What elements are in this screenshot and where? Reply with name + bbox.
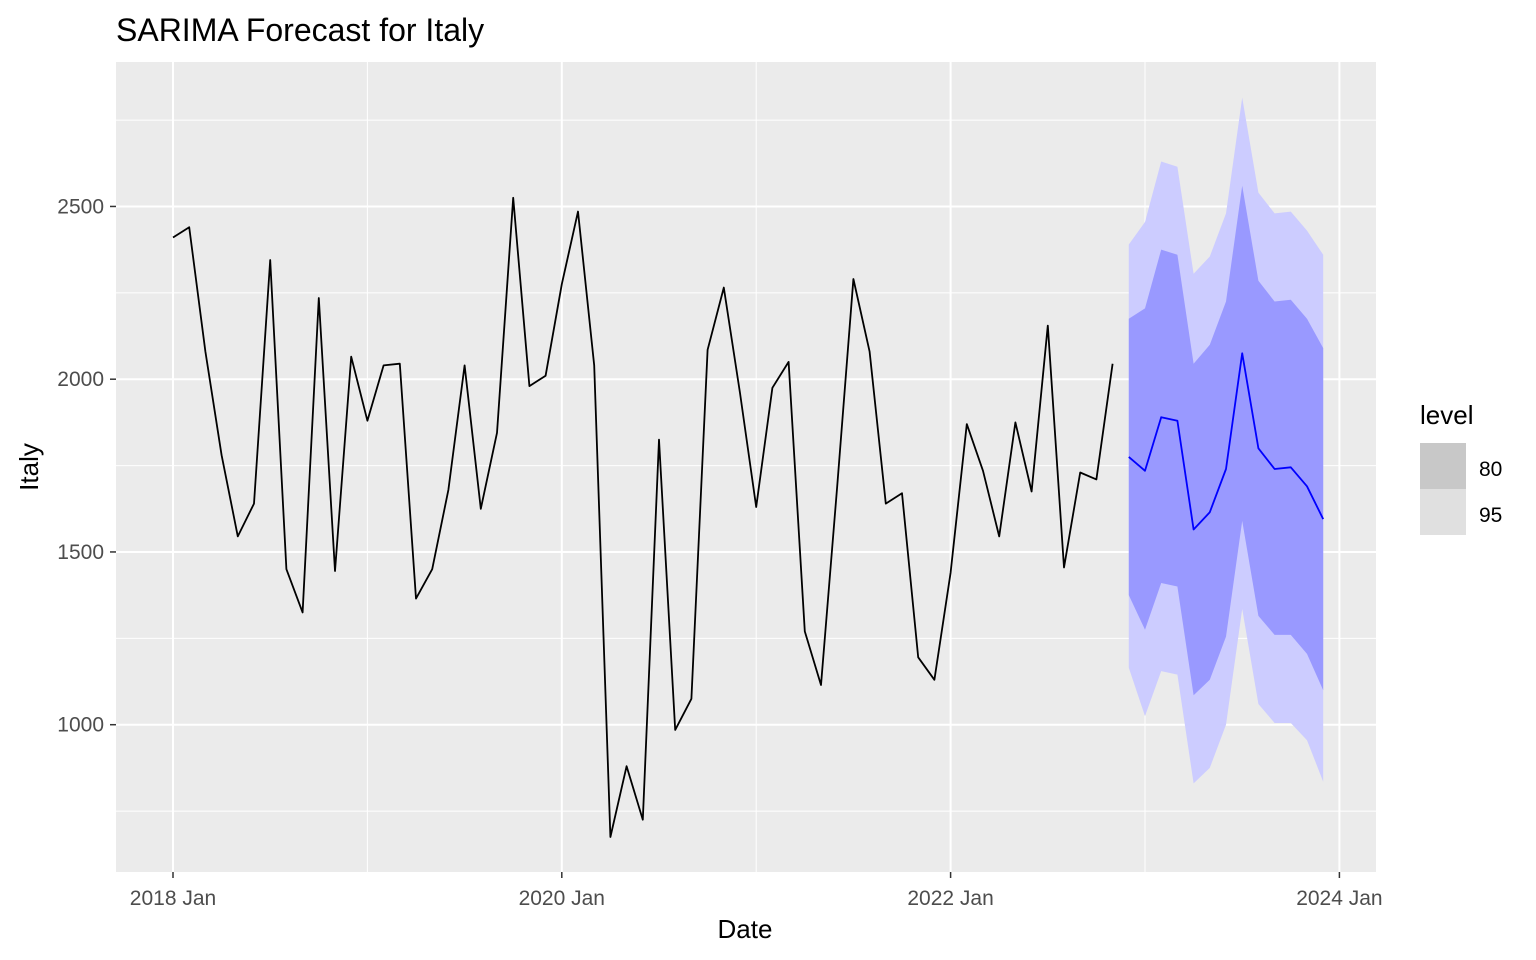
- y-axis-title: Italy: [14, 443, 44, 491]
- legend-swatch-95: [1420, 489, 1466, 535]
- chart-title: SARIMA Forecast for Italy: [116, 12, 484, 48]
- history-line: [172, 196, 1114, 838]
- x-tick-label: 2024 Jan: [1296, 887, 1382, 910]
- legend-label-80: 80: [1479, 458, 1502, 481]
- forecast-mean-line: [1128, 352, 1325, 531]
- y-tick-label: 1000: [57, 714, 104, 737]
- x-axis-ticks: 2018 Jan 2020 Jan 2022 Jan 2024 Jan: [130, 872, 1383, 910]
- legend-swatch-80: [1420, 443, 1466, 489]
- y-tick-label: 1500: [57, 541, 104, 564]
- y-axis-ticks: 1000 1500 2000 2500: [57, 195, 116, 737]
- band-80: [1128, 185, 1324, 696]
- legend-title: level: [1420, 400, 1473, 430]
- x-axis-title: Date: [718, 914, 773, 944]
- series-lines: [172, 196, 1325, 838]
- y-tick-label: 2500: [57, 195, 104, 218]
- x-tick-label: 2020 Jan: [519, 887, 605, 910]
- x-tick-label: 2022 Jan: [907, 887, 993, 910]
- y-tick-label: 2000: [57, 368, 104, 391]
- legend: level 80 95: [1420, 400, 1502, 535]
- legend-label-95: 95: [1479, 504, 1502, 527]
- forecast-bands: [1128, 97, 1324, 784]
- x-tick-label: 2018 Jan: [130, 887, 216, 910]
